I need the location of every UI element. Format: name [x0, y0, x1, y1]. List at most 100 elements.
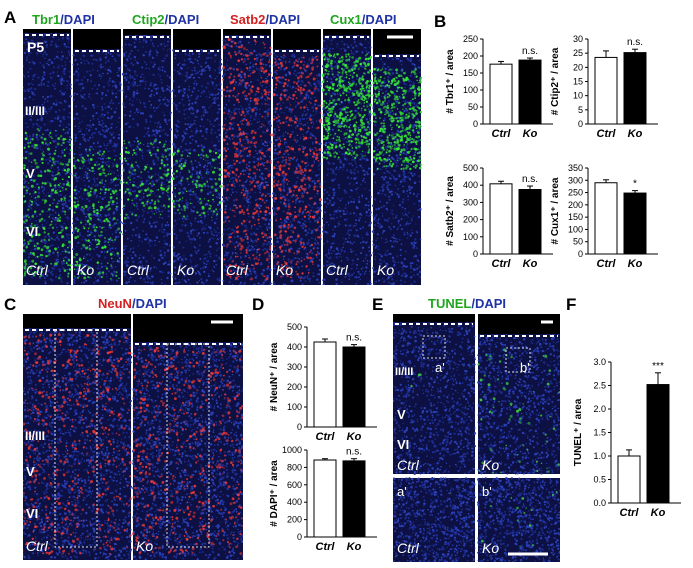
- panel-letter-d: D: [252, 295, 265, 314]
- e-layer-6: VI: [397, 437, 410, 452]
- bar-ko: [646, 384, 670, 504]
- y-tick-label: 300: [463, 197, 478, 207]
- title-ctip2: Ctip2/DAPI: [132, 12, 200, 27]
- x-tick-label: Ko: [523, 258, 538, 270]
- e-zoom-label-b: b': [482, 484, 492, 499]
- y-tick-label: 3.0: [593, 357, 606, 367]
- y-tick-label: 100: [568, 224, 583, 234]
- y-axis-title: # DAPI⁺ / area: [269, 460, 280, 527]
- title-tunel: TUNEL/DAPI: [428, 296, 507, 311]
- y-tick-label: 0.0: [593, 498, 606, 508]
- panel-letter-f: F: [566, 295, 577, 314]
- y-tick-label: 350: [568, 163, 583, 173]
- y-tick-label: 300: [568, 175, 583, 185]
- panel-e-micrographs: a' b' II/III V VI Ctrl Ko a' b' Ctrl Ko: [391, 314, 562, 563]
- y-tick-label: 250: [568, 188, 583, 198]
- bar-ctrl: [313, 341, 337, 428]
- y-tick-label: 15: [573, 77, 583, 87]
- panel-c-micrographs: II/III V VI Ctrl Ko: [22, 314, 245, 562]
- bar-ko: [518, 59, 542, 125]
- bar-ctrl: [617, 455, 641, 504]
- x-tick-label: Ko: [347, 431, 362, 443]
- x-tick-label: Ko: [628, 128, 643, 140]
- layer-label-6: VI: [26, 224, 39, 239]
- quantification-box-ctrl: [54, 329, 98, 548]
- y-tick-label: 0.5: [593, 475, 606, 485]
- bar-ctrl: [594, 56, 618, 125]
- zoom-box-a: [422, 335, 446, 359]
- y-tick-label: 1.5: [593, 428, 606, 438]
- layer-label-5: V: [26, 166, 35, 181]
- e-layer-2-3: II/III: [395, 366, 414, 378]
- y-tick-label: 50: [468, 102, 478, 112]
- y-tick-label: 200: [463, 51, 478, 61]
- bar-ctrl: [489, 183, 513, 255]
- e-zoom-label-a: a': [397, 484, 407, 499]
- quantification-box-ko: [166, 343, 210, 548]
- y-tick-label: 100: [463, 85, 478, 95]
- y-tick-label: 400: [463, 180, 478, 190]
- c-layer-2-3: II/III: [25, 429, 46, 443]
- panel-c-image: [22, 314, 245, 562]
- y-tick-label: 0: [297, 532, 302, 542]
- bar-ctrl: [489, 63, 513, 125]
- micrograph-blank: [323, 29, 371, 35]
- title-satb2: Satb2/DAPI: [230, 12, 301, 27]
- y-tick-label: 30: [573, 34, 583, 44]
- bar-chart-3: 0 100 200 300 400 500 Ctrl Ko n.s. # Satb2⁺ / are…: [445, 163, 553, 270]
- y-tick-label: 0: [473, 249, 478, 259]
- stage-label: P5: [27, 39, 45, 55]
- panel-letter-b: B: [434, 12, 447, 31]
- layer-label-2-3: II/III: [25, 104, 46, 118]
- cond-ctrl-3: Ctrl: [226, 262, 248, 278]
- y-tick-label: 200: [568, 200, 583, 210]
- y-tick-label: 2.5: [593, 381, 606, 391]
- cond-ctrl-4: Ctrl: [326, 262, 348, 278]
- bar-chart-2: 0 5 10 15 20 25 30 Ctrl Ko n.s. # Ctip2⁺ / area: [550, 34, 658, 140]
- y-tick-label: 1000: [282, 445, 302, 455]
- bar-ctrl: [313, 459, 337, 538]
- y-tick-label: 500: [287, 322, 302, 332]
- panel-a-image: [21, 29, 423, 287]
- y-tick-label: 100: [463, 232, 478, 242]
- y-tick-label: 0: [297, 422, 302, 432]
- c-layer-5: V: [26, 464, 35, 479]
- cond-ctrl-2: Ctrl: [127, 262, 149, 278]
- micrograph-blank: [23, 314, 131, 328]
- y-tick-label: 0: [578, 249, 583, 259]
- y-tick-label: 150: [568, 212, 583, 222]
- x-tick-label: Ctrl: [492, 258, 512, 270]
- x-tick-label: Ko: [347, 541, 362, 553]
- cond-ko-2: Ko: [177, 262, 195, 278]
- y-tick-label: 1.0: [593, 451, 606, 461]
- e-cond-ctrl: Ctrl: [397, 457, 419, 473]
- significance-label: n.s.: [346, 447, 362, 458]
- e-layer-5: V: [397, 407, 406, 422]
- x-tick-label: Ko: [628, 258, 643, 270]
- y-tick-label: 300: [287, 362, 302, 372]
- c-cond-ko: Ko: [136, 538, 154, 554]
- x-tick-label: Ctrl: [492, 128, 512, 140]
- y-tick-label: 5: [578, 105, 583, 115]
- y-tick-label: 400: [287, 342, 302, 352]
- cond-ko-4: Ko: [377, 262, 395, 278]
- bar-ko: [342, 346, 366, 428]
- y-tick-label: 10: [573, 91, 583, 101]
- y-tick-label: 2.0: [593, 404, 606, 414]
- y-tick-label: 50: [573, 237, 583, 247]
- bar-ko: [623, 192, 647, 255]
- significance-label: n.s.: [346, 333, 362, 344]
- significance-label: n.s.: [522, 46, 538, 57]
- x-tick-label: Ctrl: [620, 507, 640, 519]
- y-tick-label: 250: [463, 34, 478, 44]
- significance-label: n.s.: [627, 37, 643, 48]
- y-axis-title: # Ctip2⁺ / area: [550, 47, 561, 115]
- y-tick-label: 200: [287, 382, 302, 392]
- panel-e-image: [391, 314, 562, 563]
- micrograph-blank: [73, 29, 121, 49]
- bar-ko: [623, 52, 647, 125]
- e-cond-ko: Ko: [482, 457, 500, 473]
- y-axis-title: # Tbr1⁺ / area: [445, 49, 456, 114]
- e-zoom-cond-ko: Ko: [482, 540, 500, 556]
- x-tick-label: Ctrl: [316, 431, 336, 443]
